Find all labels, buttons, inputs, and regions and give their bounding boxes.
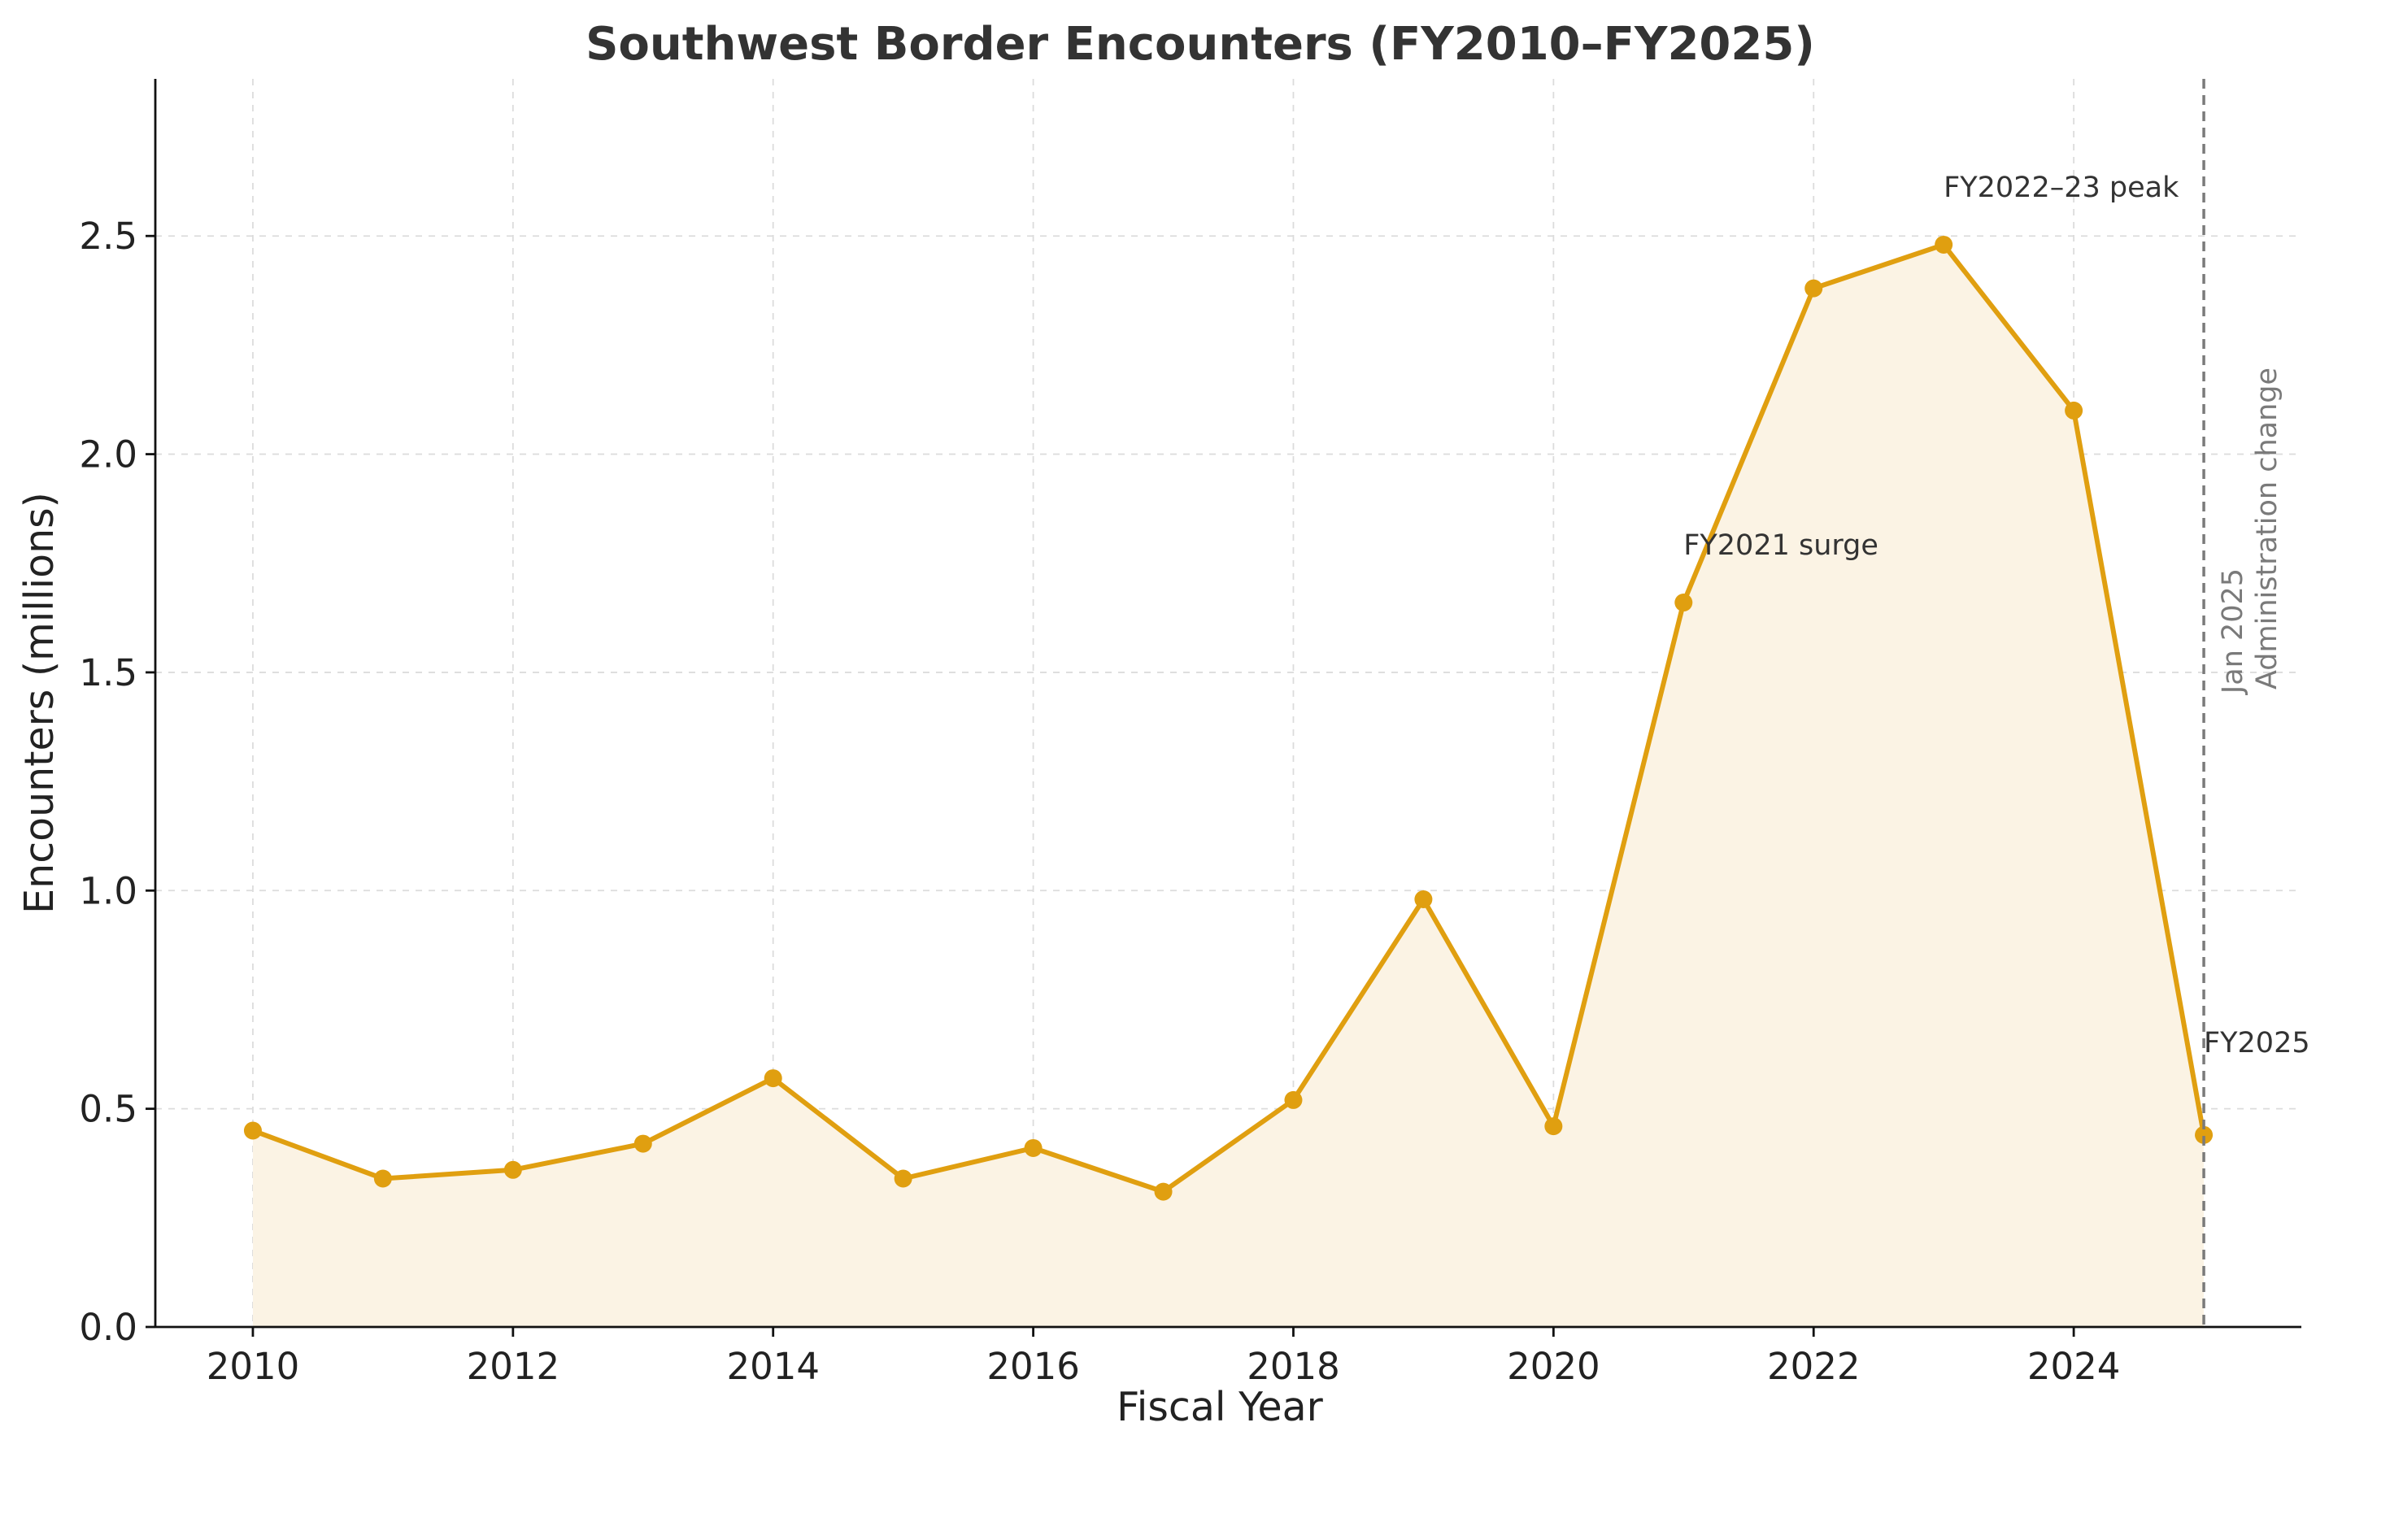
y-tick-label: 2.5 <box>79 215 137 258</box>
x-tick-label: 2020 <box>1507 1345 1600 1388</box>
x-ticks: 2010 2012 2014 2016 2018 2020 2022 2024 <box>207 1327 2121 1388</box>
x-tick-label: 2014 <box>726 1345 820 1388</box>
x-tick-label: 2016 <box>986 1345 1080 1388</box>
data-point <box>503 1160 522 1179</box>
data-point <box>243 1121 262 1140</box>
y-ticks: 0.0 0.5 1.0 1.5 2.0 2.5 <box>79 215 155 1349</box>
data-point <box>373 1169 392 1188</box>
data-point <box>1284 1090 1303 1109</box>
data-point <box>1154 1182 1173 1201</box>
y-tick-label: 1.0 <box>79 869 137 912</box>
data-point <box>764 1069 782 1088</box>
chart-title: Southwest Border Encounters (FY2010–FY20… <box>586 18 1815 71</box>
data-point <box>1414 890 1433 909</box>
y-tick-label: 0.5 <box>79 1088 137 1131</box>
series-line <box>251 242 2206 1194</box>
vline-label-line2: Administration change <box>2251 368 2283 690</box>
annotation-label: FY2021 surge <box>1683 529 1878 562</box>
x-tick-label: 2024 <box>2027 1345 2121 1388</box>
x-tick-label: 2012 <box>467 1345 560 1388</box>
data-point <box>1935 235 1953 254</box>
y-tick-label: 1.5 <box>79 651 137 694</box>
y-tick-label: 2.0 <box>79 433 137 476</box>
vline-label-line1: Jan 2025 <box>2217 568 2249 695</box>
data-point <box>1024 1138 1043 1157</box>
annotation-label: FY2022–23 peak <box>1944 172 2179 204</box>
data-point <box>1674 594 1693 612</box>
x-tick-label: 2022 <box>1767 1345 1861 1388</box>
x-axis-label: Fiscal Year <box>1117 1384 1324 1430</box>
annotations: FY2021 surge FY2022–23 peak FY2025 <box>1683 172 2309 1059</box>
data-point <box>633 1134 652 1153</box>
annotation-label: FY2025 <box>2204 1027 2310 1059</box>
y-tick-label: 0.0 <box>79 1306 137 1349</box>
data-point <box>2195 1125 2214 1144</box>
data-point <box>1804 279 1823 298</box>
x-tick-label: 2018 <box>1247 1345 1340 1388</box>
data-points <box>243 235 2214 1201</box>
data-point <box>1544 1117 1563 1136</box>
x-tick-label: 2010 <box>207 1345 300 1388</box>
data-point <box>894 1169 912 1188</box>
area-fill <box>253 245 2204 1327</box>
y-axis-label: Encounters (millions) <box>16 492 63 914</box>
data-point <box>2065 401 2083 420</box>
